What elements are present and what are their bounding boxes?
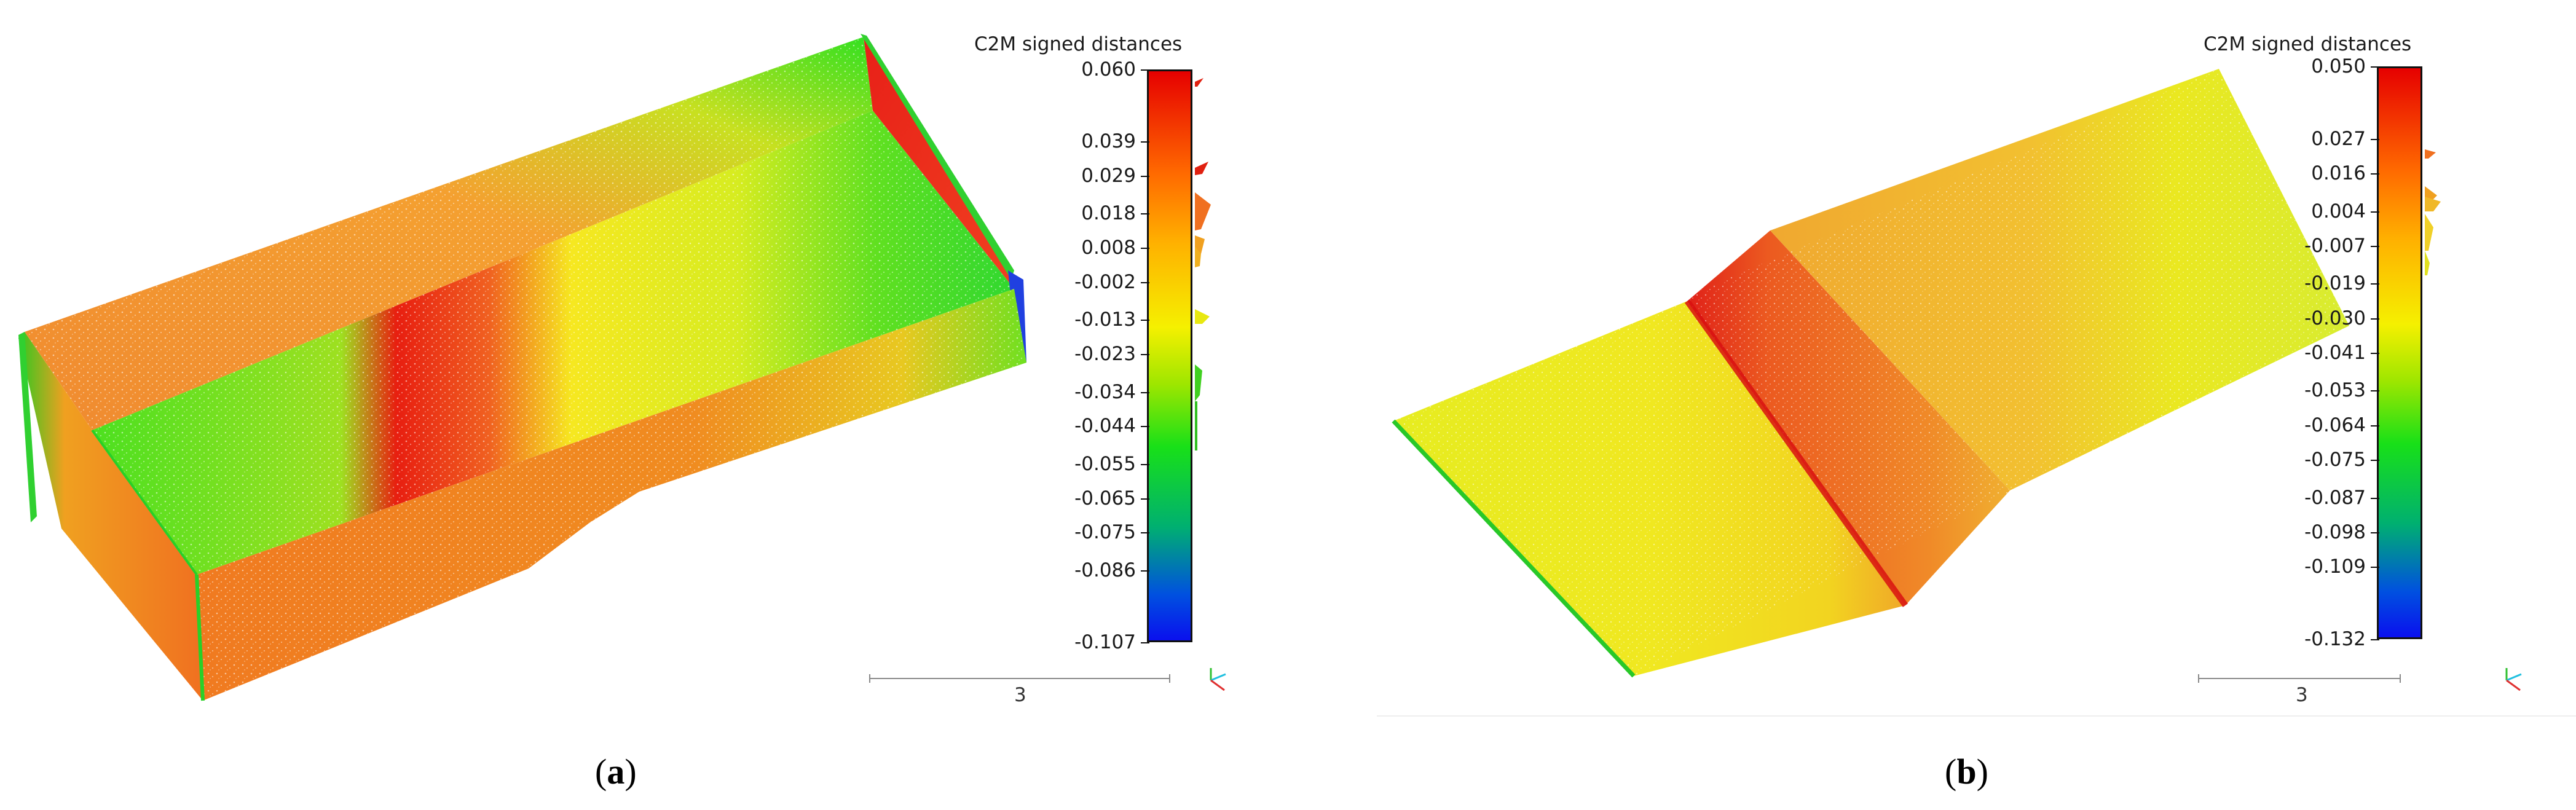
colorbar-tick-label: -0.107 [1074,631,1136,653]
colorbar-tick-mark [2371,211,2379,213]
colorbar-tick-label: -0.064 [2304,414,2366,436]
colorbar-tick-label: -0.098 [2304,521,2366,543]
histogram [1195,78,1211,450]
colorbar-tick-label: 0.016 [2311,162,2366,185]
colorbar-tick-mark [1141,141,1149,143]
point-cloud-view-a[interactable] [0,0,1057,725]
colorbar-tick-label: -0.055 [1074,452,1136,475]
scale-bar [869,674,1170,683]
colorbar-tick-mark [1141,463,1149,465]
colorbar-tick-mark [2371,532,2379,533]
colorbar-tick-mark [2371,318,2379,320]
colorbar-tick-label: -0.075 [1074,521,1136,544]
colorbar-tick-label: 0.060 [1081,58,1136,81]
colorbar-tick-label: -0.086 [1074,559,1136,581]
colorbar-tick-label: -0.019 [2304,272,2366,295]
colorbar-tick-label: 0.029 [1081,165,1136,187]
colorbar-tick-label: -0.007 [2304,234,2366,257]
panel-b: C2M signed distances 0.050 0.027 0.016 0.00… [1377,0,2576,725]
colorbar-tick-mark [1141,498,1149,500]
colorbar-tick-label: 0.018 [1081,202,1136,225]
axis-triad-icon [2505,668,2522,691]
point-cloud-view-b[interactable] [1377,0,2576,725]
colorbar-tick-label: -0.030 [2304,307,2366,329]
scale-label: 3 [2296,684,2308,706]
colorbar-tick-mark [1141,248,1149,250]
caption-b: (b) [1945,752,1988,792]
colorbar-tick-mark [2371,497,2379,499]
colorbar-tick-mark [1141,532,1149,534]
colorbar-tick-mark [1141,213,1149,215]
colorbar-tick-label: 0.004 [2311,200,2366,222]
colorbar-tick-label: -0.002 [1074,271,1136,293]
colorbar-tick-mark [2371,460,2379,462]
colorbar-tick-label: -0.034 [1074,380,1136,403]
colorbar-tick-mark [1141,176,1149,177]
colorbar [1147,69,1192,642]
colorbar-tick-mark [2371,66,2379,68]
colorbar-tick-mark [1141,354,1149,356]
panel-a: C2M signed distances 0.060 0.039 0.029 0.01… [0,0,1266,725]
colorbar-tick-mark [2371,639,2379,640]
colorbar-tick-label: -0.023 [1074,343,1136,366]
histogram [2425,149,2441,275]
colorbar-tick-label: -0.087 [2304,486,2366,509]
colorbar-tick-mark [2371,138,2379,140]
colorbar-tick-mark [2371,353,2379,354]
colorbar-tick-label: 0.008 [1081,237,1136,259]
colorbar-tick-mark [2371,390,2379,392]
colorbar-tick-mark [2371,567,2379,568]
axis-triad-icon [1210,668,1226,691]
colorbar-tick-mark [2371,173,2379,175]
colorbar-tick-label: 0.039 [1081,130,1136,153]
colorbar-tick-label: 0.050 [2311,55,2366,77]
colorbar-tick-label: -0.132 [2304,628,2366,650]
colorbar-tick-label: -0.075 [2304,449,2366,471]
colorbar-tick-mark [1141,426,1149,428]
colorbar-tick-mark [1141,320,1149,321]
colorbar-tick-label: -0.109 [2304,556,2366,578]
colorbar-tick-label: -0.044 [1074,415,1136,438]
colorbar-tick-mark [2371,283,2379,285]
colorbar-tick-mark [1141,391,1149,393]
colorbar-tick-mark [1141,642,1149,643]
colorbar-tick-label: -0.041 [2304,342,2366,364]
scale-bar [2198,674,2401,683]
scale-label: 3 [1014,684,1026,706]
colorbar-tick-label: -0.013 [1074,309,1136,331]
colorbar-tick-label: -0.053 [2304,379,2366,402]
colorbar-tick-label: -0.065 [1074,487,1136,509]
colorbar-tick-mark [1141,69,1149,71]
colorbar-tick-mark [2371,245,2379,247]
colorbar-title: C2M signed distances [2204,33,2412,55]
colorbar-tick-label: 0.027 [2311,127,2366,150]
colorbar-tick-mark [2371,425,2379,427]
colorbar-tick-mark [1141,570,1149,572]
colorbar [2377,66,2422,639]
colorbar-tick-mark [1141,282,1149,283]
colorbar-title: C2M signed distances [974,33,1183,55]
caption-a: (a) [595,752,637,792]
